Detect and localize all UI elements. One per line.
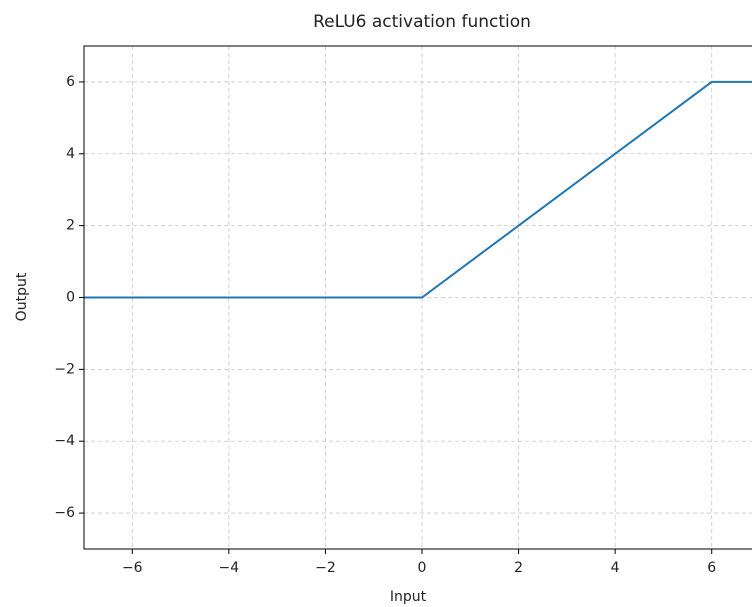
x-tick-label: 0 xyxy=(418,560,427,576)
y-tick-label: −6 xyxy=(54,505,75,521)
y-tick-label: 4 xyxy=(66,146,75,162)
x-tick-label: 2 xyxy=(514,560,523,576)
x-tick-label: 4 xyxy=(611,560,620,576)
chart-title: ReLU6 activation function xyxy=(313,12,531,32)
line-series xyxy=(84,80,752,299)
y-tick-label: −2 xyxy=(54,361,75,377)
y-tick-label: 0 xyxy=(66,290,75,306)
y-axis-label: Output xyxy=(14,272,30,321)
x-tick-label: −2 xyxy=(315,560,336,576)
y-tick-label: −4 xyxy=(54,433,75,449)
y-tick-label: 2 xyxy=(66,218,75,234)
plot-frame xyxy=(83,45,752,550)
x-axis-label: Input xyxy=(390,589,427,605)
y-tick-label: 6 xyxy=(66,74,75,90)
x-tick-label: −4 xyxy=(219,560,240,576)
x-tick-label: 6 xyxy=(707,560,716,576)
x-tick-label: −6 xyxy=(122,560,143,576)
